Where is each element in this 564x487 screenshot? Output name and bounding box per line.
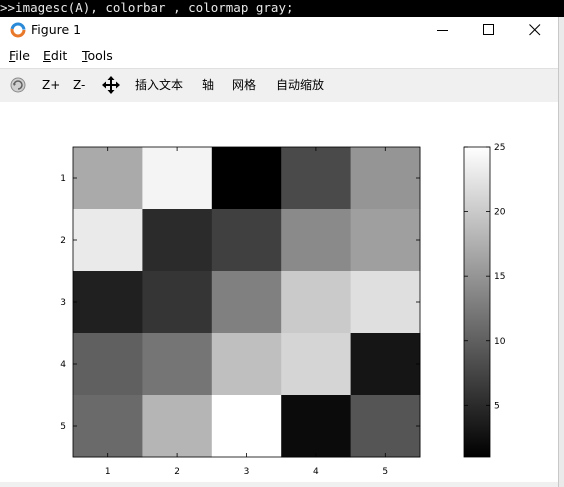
heatmap-cell-r5-c1: [73, 395, 143, 458]
figure-canvas[interactable]: 1 2 3 4 5 1 2 3 4 5 5 10 15 20 25: [0, 102, 558, 482]
x-tick-label: 4: [313, 467, 319, 477]
heatmap-plot: 1 2 3 4 5 1 2 3 4 5 5 10 15 20 25: [60, 143, 506, 477]
scrollbar-edge[interactable]: [559, 17, 564, 487]
heatmap-cell-r5-c4: [281, 395, 352, 458]
window-title: Figure 1: [31, 22, 82, 37]
heatmap-cell-r3-c5: [350, 271, 421, 334]
heatmap-cell-r2-c5: [350, 209, 421, 272]
zoom-in-button[interactable]: Z+: [42, 78, 61, 92]
pan-icon[interactable]: [102, 76, 120, 94]
colorbar-tick-label: 5: [494, 401, 500, 411]
heatmap-cell-r5-c3: [211, 395, 282, 458]
heatmap-cell-r1-c4: [281, 147, 352, 210]
maximize-icon: [483, 24, 494, 35]
heatmap-cell-r3-c1: [73, 271, 143, 334]
grid-button[interactable]: 网格: [232, 78, 257, 92]
y-tick-label: 1: [60, 174, 66, 184]
heatmap-cell-r5-c2: [142, 395, 213, 458]
autoscale-button[interactable]: 自动缩放: [276, 78, 325, 92]
x-tick-label: 5: [382, 467, 388, 477]
heatmap-cell-r5-c5: [350, 395, 421, 458]
axis-button[interactable]: 轴: [202, 78, 215, 92]
heatmap-cell-r4-c1: [73, 333, 143, 396]
x-tick-label: 2: [174, 467, 180, 477]
colorbar-tick-label: 25: [494, 143, 505, 153]
y-tick-label: 4: [60, 360, 66, 370]
heatmap-cell-r2-c3: [211, 209, 282, 272]
colorbar-tick-label: 10: [494, 337, 506, 347]
heatmap-cell-r1-c1: [73, 147, 143, 210]
zoom-out-button[interactable]: Z-: [73, 78, 86, 92]
heatmap-cell-r1-c2: [142, 147, 213, 210]
close-icon: [529, 24, 541, 36]
colorbar-gradient: [463, 146, 491, 458]
x-tick-label: 3: [244, 467, 250, 477]
y-tick-label: 5: [60, 422, 66, 432]
heatmap-cell-r1-c3: [211, 147, 282, 210]
heatmap-cell-r4-c2: [142, 333, 213, 396]
minimize-button[interactable]: [420, 17, 466, 43]
heatmap-cell-r2-c2: [142, 209, 213, 272]
insert-text-button[interactable]: 插入文本: [135, 78, 184, 92]
title-bar[interactable]: Figure 1: [0, 17, 558, 43]
menu-tools[interactable]: Tools: [82, 48, 113, 63]
heatmap-cell-r1-c5: [350, 147, 421, 210]
status-strip: [0, 482, 558, 487]
maximize-button[interactable]: [466, 17, 512, 43]
command-window-line: >>imagesc(A), colorbar , colormap gray;: [0, 0, 564, 17]
close-button[interactable]: [512, 17, 558, 43]
heatmap-cell-r4-c4: [281, 333, 352, 396]
colorbar: 5 10 15 20 25: [463, 143, 506, 458]
y-tick-label: 2: [60, 236, 66, 246]
colorbar-tick-label: 15: [494, 272, 505, 282]
heatmap-cell-r2-c4: [281, 209, 352, 272]
x-tick-label: 1: [105, 467, 111, 477]
heatmap-cell-r4-c3: [211, 333, 282, 396]
heatmap-cell-r2-c1: [73, 209, 143, 272]
figure-window: Figure 1 File Edit Tools Z+: [0, 17, 559, 487]
octave-app-icon: [10, 22, 26, 38]
colorbar-tick-label: 20: [494, 208, 506, 218]
menu-bar: File Edit Tools: [0, 45, 558, 67]
heatmap-cell-r3-c4: [281, 271, 352, 334]
heatmap-cell-r3-c3: [211, 271, 282, 334]
heatmap-cell-r3-c2: [142, 271, 213, 334]
figure-toolbar: Z+ Z- 插入文本 轴 网格 自动缩放: [0, 68, 558, 103]
menu-file[interactable]: File: [9, 48, 30, 63]
axes-ticks: 1 2 3 4 5 1 2 3 4 5: [60, 147, 420, 477]
heatmap-cells: [73, 147, 421, 458]
heatmap-cell-r4-c5: [350, 333, 421, 396]
rotate-3d-icon[interactable]: [9, 76, 27, 94]
y-tick-label: 3: [60, 298, 66, 308]
minimize-icon: [437, 30, 448, 31]
menu-edit[interactable]: Edit: [43, 48, 68, 63]
